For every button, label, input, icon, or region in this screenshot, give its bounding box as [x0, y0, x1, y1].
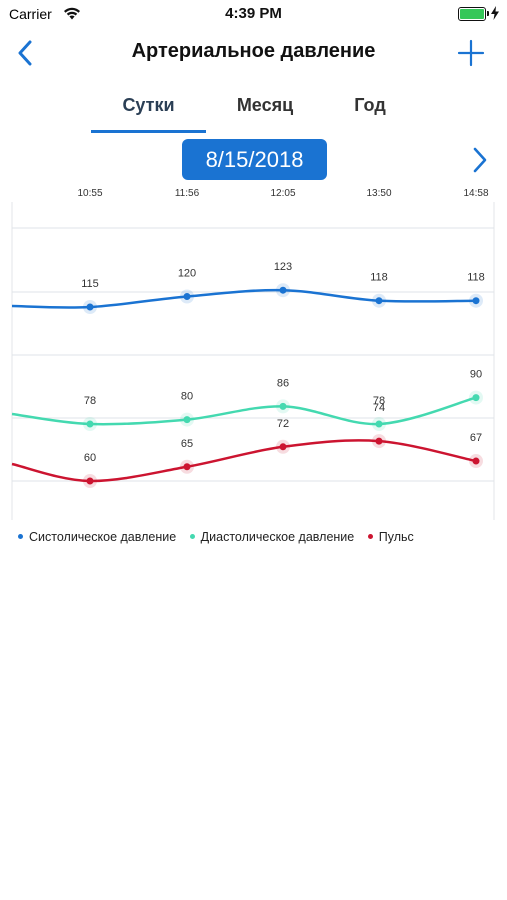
legend-item-diastolic: Диастолическое давление [189, 530, 355, 544]
period-tabs: Сутки Месяц Год [0, 90, 507, 134]
x-tick-label: 12:05 [270, 188, 295, 199]
status-bar: Carrier 4:39 PM [0, 0, 507, 28]
data-label: 67 [470, 432, 482, 444]
charging-bolt-icon [491, 6, 499, 20]
data-label: 80 [181, 391, 193, 403]
battery-icon [458, 7, 489, 21]
data-label: 74 [373, 402, 385, 414]
data-label: 118 [370, 272, 388, 284]
data-label: 86 [277, 377, 289, 389]
data-point[interactable] [372, 293, 386, 308]
series-line-pulse [11, 439, 477, 483]
legend-item-pulse: Пульс [367, 530, 414, 544]
chevron-left-icon [18, 40, 32, 66]
data-label: 72 [277, 418, 289, 430]
next-date-button[interactable] [466, 145, 494, 175]
legend-dot [18, 534, 23, 540]
series-line-systolic [11, 288, 477, 309]
data-point[interactable] [83, 474, 97, 488]
legend-label: Систолическое давление [29, 530, 177, 544]
data-point[interactable] [372, 417, 386, 431]
x-tick-label: 14:58 [463, 188, 488, 199]
data-point[interactable] [276, 283, 290, 298]
chart-canvas: 10:55 11:56 12:05 13:50 14:58 115 120 123 118 118… [11, 188, 495, 520]
legend-label: Пульс [378, 530, 414, 544]
page-title: Артериальное давление [131, 40, 376, 62]
x-tick-label: 11:56 [175, 188, 200, 199]
data-point[interactable] [372, 434, 386, 449]
legend-item-systolic: Систолическое давление [18, 530, 176, 544]
data-point[interactable] [276, 399, 290, 414]
data-point[interactable] [469, 454, 483, 469]
data-point[interactable] [180, 289, 194, 304]
wifi-icon [64, 7, 80, 20]
data-point[interactable] [180, 412, 194, 427]
data-point[interactable] [469, 293, 483, 308]
data-point[interactable] [276, 439, 290, 454]
x-tick-label: 13:50 [366, 188, 391, 199]
add-button[interactable] [456, 38, 486, 68]
data-point[interactable] [180, 459, 194, 474]
data-label: 118 [467, 272, 485, 284]
back-button[interactable] [10, 38, 40, 68]
tab-day[interactable]: Сутки [122, 95, 175, 115]
data-label: 123 [274, 261, 292, 273]
tab-month[interactable]: Месяц [236, 95, 294, 115]
data-label: 78 [84, 395, 96, 407]
data-label: 115 [81, 278, 99, 290]
data-point[interactable] [469, 390, 483, 405]
series-line-diastolic [11, 396, 477, 426]
data-point[interactable] [83, 417, 97, 431]
chevron-right-icon [473, 147, 487, 173]
data-label: 90 [470, 369, 482, 381]
clock: 4:39 PM [225, 5, 282, 22]
carrier-label: Carrier [9, 6, 52, 22]
legend-dot [189, 534, 195, 540]
chart-legend: Систолическое давление Диастолическое да… [18, 530, 424, 544]
data-label: 120 [178, 268, 196, 280]
active-tab-indicator [91, 130, 206, 133]
data-label: 78 [373, 395, 385, 407]
data-label: 65 [181, 438, 193, 450]
data-label: 60 [84, 452, 96, 464]
tab-year[interactable]: Год [354, 95, 386, 115]
date-picker-button[interactable]: 8/15/2018 [182, 139, 327, 180]
legend-label: Диастолическое давление [200, 530, 355, 544]
x-tick-label: 10:55 [77, 188, 102, 199]
blood-pressure-chart: 10:55 11:56 12:05 13:50 14:58 115 120 123 118 118… [0, 180, 507, 560]
legend-dot [367, 534, 373, 540]
data-point[interactable] [83, 300, 97, 314]
plus-icon [457, 39, 485, 67]
